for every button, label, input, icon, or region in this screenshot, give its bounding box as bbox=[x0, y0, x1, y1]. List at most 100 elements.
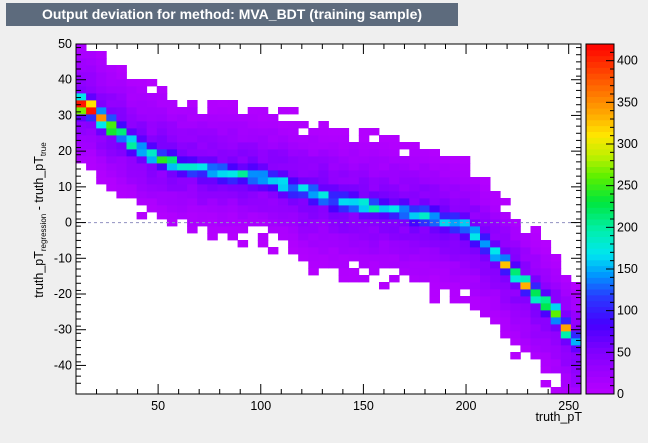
heatmap-cell bbox=[449, 254, 461, 262]
heatmap-cell bbox=[76, 107, 87, 115]
heatmap-cell bbox=[197, 177, 208, 185]
heatmap-cell bbox=[570, 310, 582, 318]
heatmap-cell bbox=[267, 184, 279, 192]
heatmap-cell bbox=[550, 282, 562, 290]
heatmap-cell bbox=[197, 170, 208, 178]
heatmap-cell bbox=[278, 191, 289, 199]
heatmap-cell bbox=[267, 205, 279, 213]
heatmap-cell bbox=[166, 163, 178, 171]
heatmap-cell bbox=[480, 184, 491, 192]
heatmap-cell bbox=[449, 184, 461, 192]
heatmap-cell bbox=[136, 114, 148, 122]
heatmap-cell bbox=[368, 198, 380, 206]
heatmap-cell bbox=[237, 149, 249, 157]
heatmap-cell bbox=[257, 107, 269, 115]
heatmap-cell bbox=[318, 198, 329, 206]
heatmap-cell bbox=[429, 233, 440, 241]
heatmap-cell bbox=[126, 114, 137, 122]
y-tick-label: 40 bbox=[58, 73, 72, 87]
colorbar-segment bbox=[586, 265, 614, 272]
heatmap-cell bbox=[379, 282, 390, 290]
heatmap-cell bbox=[560, 289, 572, 297]
heatmap-cell bbox=[500, 212, 511, 220]
heatmap-cell bbox=[550, 275, 562, 283]
heatmap-cell bbox=[76, 51, 87, 59]
colorbar-segment bbox=[586, 154, 614, 162]
heatmap-cell bbox=[429, 275, 440, 283]
heatmap-cell bbox=[358, 170, 370, 178]
colorbar-segment bbox=[586, 219, 614, 226]
heatmap-cell bbox=[76, 121, 87, 129]
heatmap-cell bbox=[156, 100, 168, 108]
heatmap-cell bbox=[217, 177, 228, 185]
colorbar-segment bbox=[586, 131, 614, 138]
heatmap-cell bbox=[389, 226, 400, 234]
heatmap-cell bbox=[166, 107, 178, 115]
heatmap-cell bbox=[449, 240, 461, 248]
colorbar-segment bbox=[586, 300, 614, 307]
heatmap-cell bbox=[227, 128, 238, 136]
heatmap-cell bbox=[106, 65, 117, 73]
heatmap-cell bbox=[429, 184, 440, 192]
heatmap-cell bbox=[86, 142, 97, 150]
heatmap-cell bbox=[126, 93, 137, 101]
colorbar-segment bbox=[586, 224, 614, 232]
heatmap-cell bbox=[116, 72, 127, 80]
heatmap-cell bbox=[207, 128, 218, 136]
heatmap-cell bbox=[96, 114, 107, 122]
colorbar-segment bbox=[586, 137, 614, 144]
heatmap-cell bbox=[389, 247, 400, 255]
heatmap-cell bbox=[368, 149, 380, 157]
heatmap-cell bbox=[429, 261, 440, 269]
heatmap-cell bbox=[237, 114, 249, 122]
x-tick-label: 100 bbox=[250, 399, 271, 413]
heatmap-cell bbox=[298, 170, 309, 178]
heatmap-cell bbox=[379, 247, 390, 255]
heatmap-cell bbox=[338, 135, 350, 143]
heatmap-cell bbox=[338, 247, 350, 255]
heatmap-cell bbox=[368, 142, 380, 150]
heatmap-cell bbox=[459, 212, 471, 220]
x-tick-label: 250 bbox=[558, 399, 579, 413]
heatmap-cell bbox=[308, 261, 319, 269]
heatmap-cell bbox=[389, 135, 400, 143]
heatmap-cell bbox=[187, 107, 198, 115]
heatmap-cell bbox=[237, 191, 249, 199]
heatmap-cell bbox=[328, 170, 339, 178]
heatmap-cell bbox=[217, 135, 228, 143]
heatmap-cell bbox=[166, 100, 178, 108]
heatmap-cell bbox=[399, 177, 410, 185]
heatmap-cell bbox=[449, 163, 461, 171]
heatmap-cell bbox=[76, 149, 87, 157]
heatmap-cell bbox=[227, 121, 238, 129]
heatmap-cell bbox=[278, 219, 289, 227]
heatmap-cell bbox=[76, 86, 87, 94]
heatmap-cell bbox=[419, 247, 430, 255]
heatmap-cell bbox=[490, 282, 501, 290]
heatmap-cell bbox=[318, 212, 329, 220]
heatmap-cell bbox=[86, 86, 97, 94]
heatmap-cell bbox=[257, 233, 269, 241]
heatmap-cell bbox=[288, 177, 299, 185]
heatmap-cell bbox=[348, 268, 360, 276]
heatmap-cell bbox=[96, 121, 107, 129]
heatmap-cell bbox=[207, 135, 218, 143]
heatmap-cell bbox=[156, 135, 168, 143]
heatmap-cell bbox=[530, 352, 541, 360]
heatmap-cell bbox=[146, 205, 158, 213]
heatmap-cell bbox=[500, 233, 511, 241]
heatmap-cell bbox=[389, 240, 400, 248]
heatmap-cell bbox=[298, 219, 309, 227]
heatmap-cell bbox=[469, 233, 481, 241]
heatmap-cell bbox=[379, 149, 390, 157]
heatmap-cell bbox=[197, 191, 208, 199]
heatmap-cell bbox=[288, 240, 299, 248]
heatmap-cell bbox=[106, 107, 117, 115]
heatmap-cell bbox=[247, 121, 259, 129]
x-tick-label: 50 bbox=[151, 399, 165, 413]
heatmap-cell bbox=[399, 233, 410, 241]
heatmap-cell bbox=[358, 177, 370, 185]
heatmap-cell bbox=[399, 247, 410, 255]
heatmap-cell bbox=[480, 289, 491, 297]
heatmap-cell bbox=[530, 261, 541, 269]
